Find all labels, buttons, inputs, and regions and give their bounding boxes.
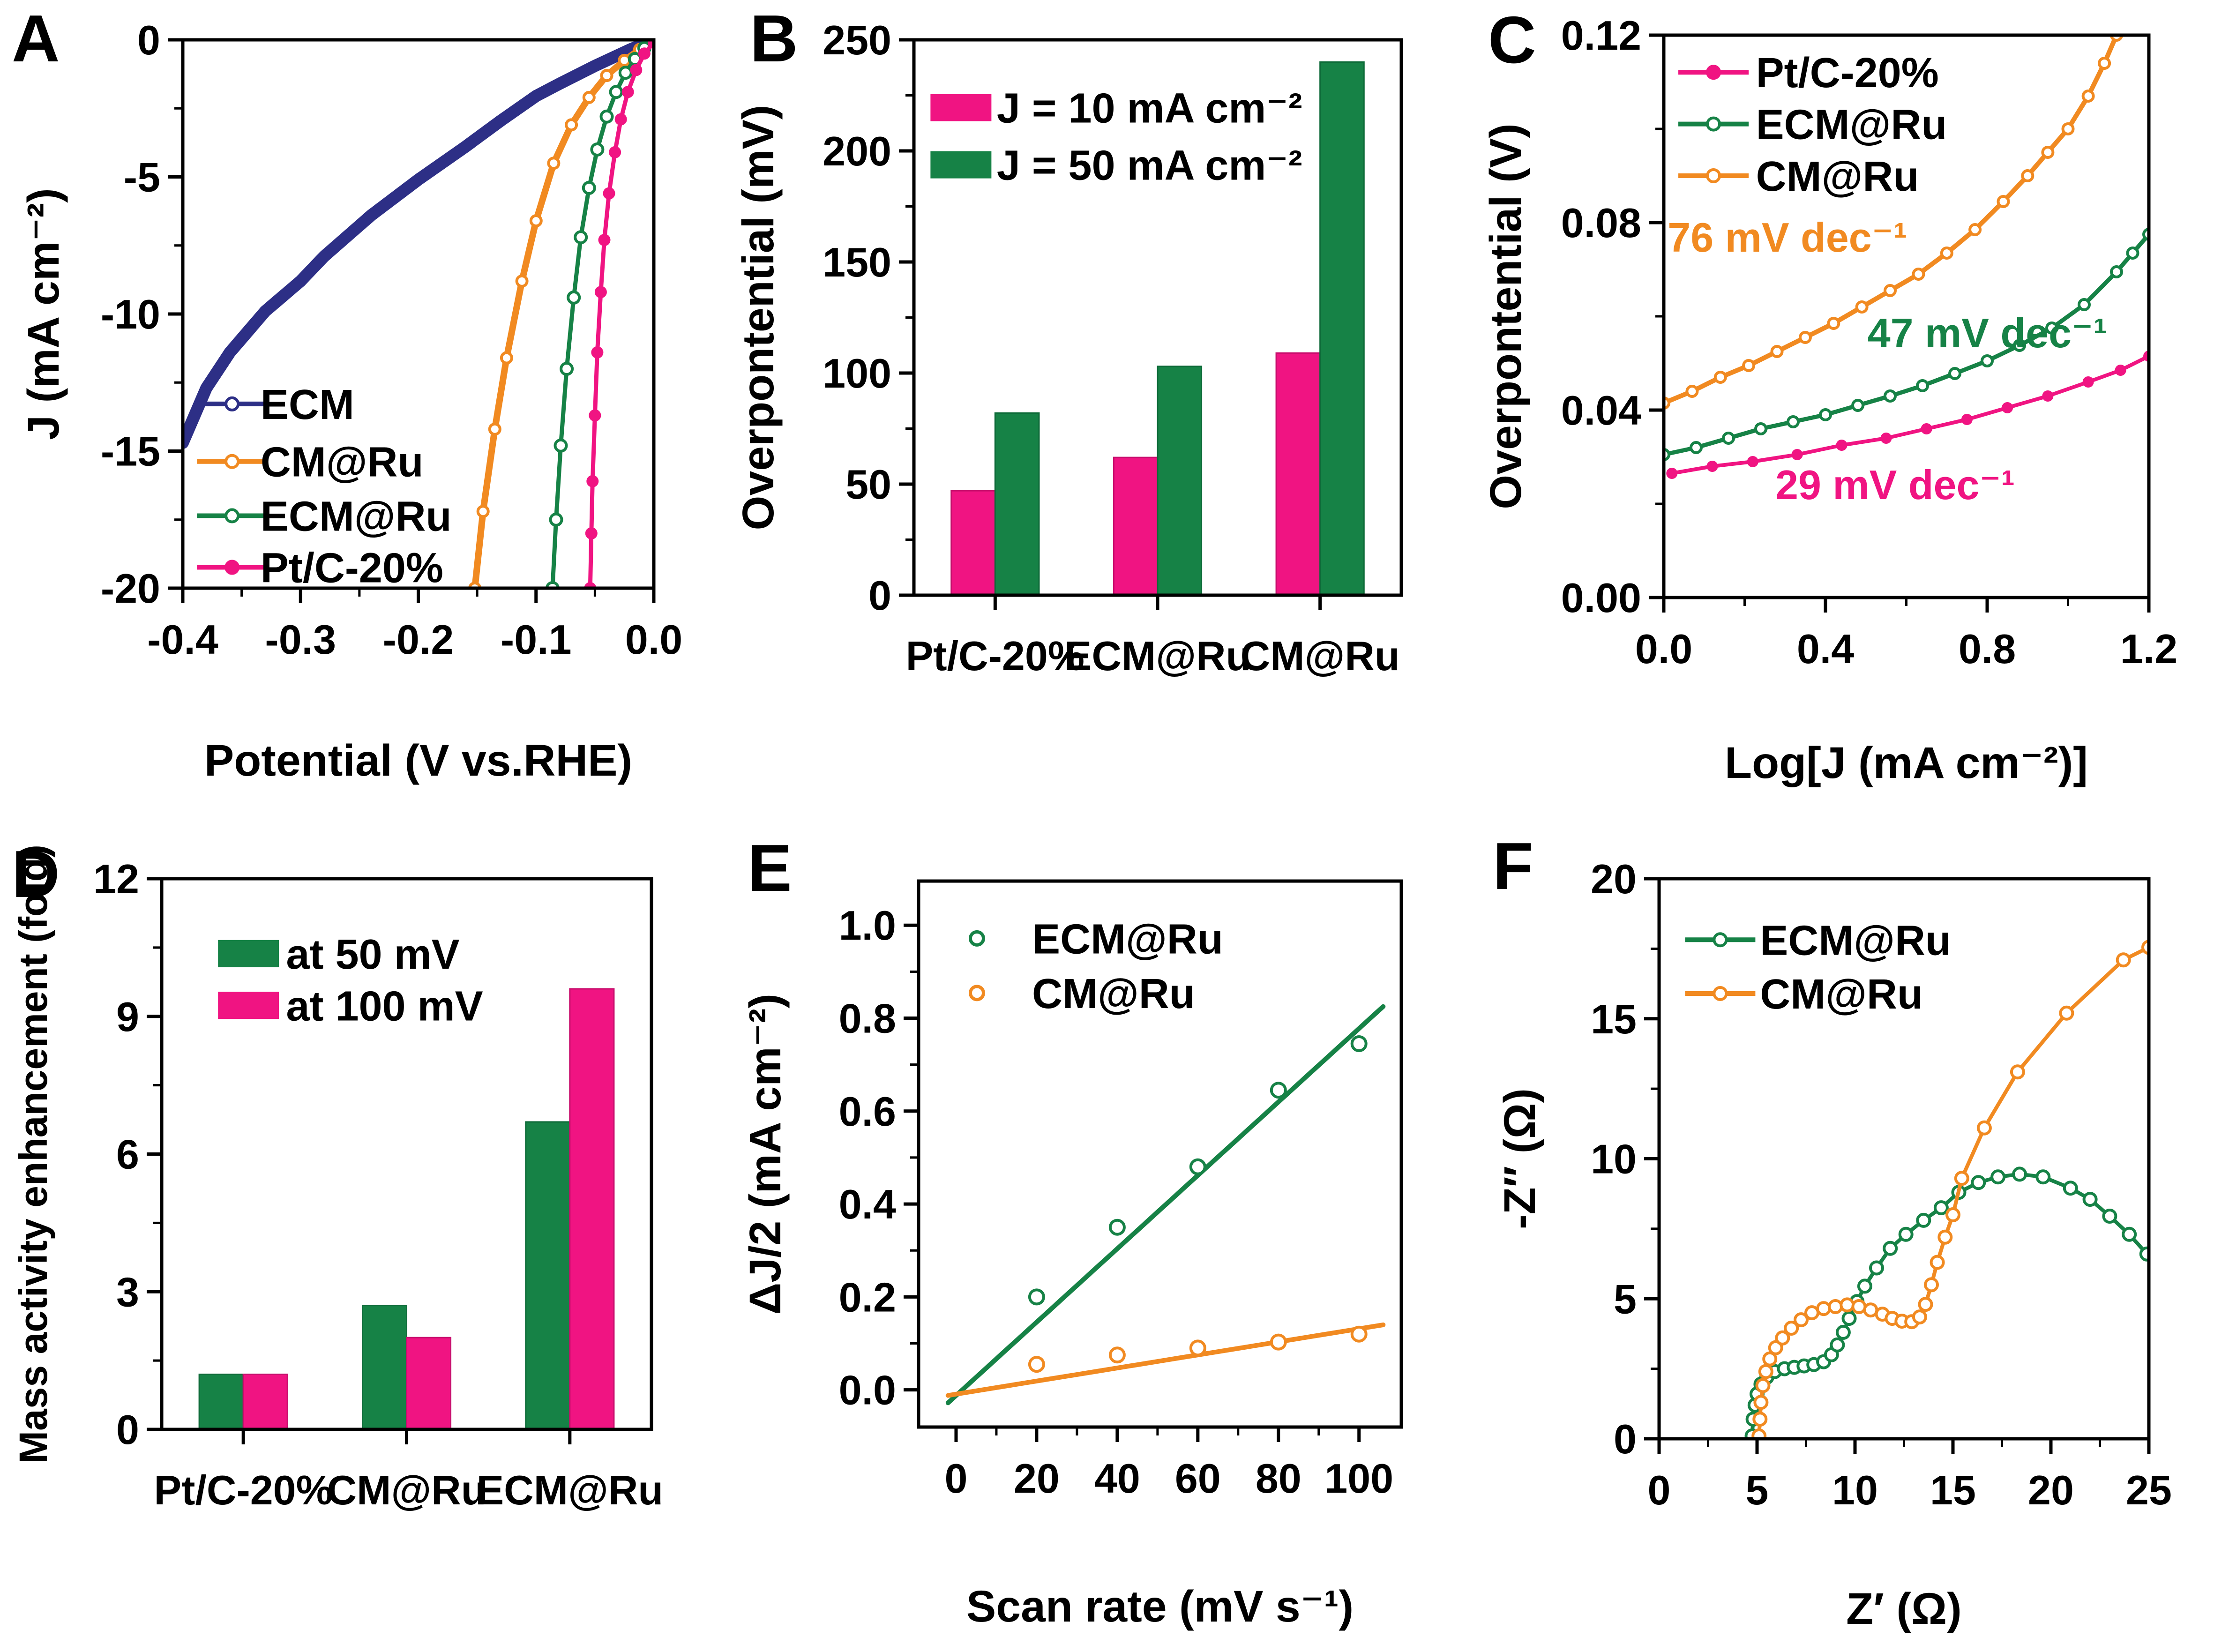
chart-f-nyquist-plot: 0 5 10 15 20 25 0 5 10 15 20 Z′ (Ω) -Z″ (Ω) ECM@Ru CM@… <box>1495 856 2172 1634</box>
svg-text:0.4: 0.4 <box>1797 626 1854 672</box>
svg-text:Pt/C-20%: Pt/C-20% <box>261 545 443 592</box>
panel-label-e: E <box>748 831 792 905</box>
svg-text:9: 9 <box>116 994 139 1040</box>
svg-text:-Z″ (Ω): -Z″ (Ω) <box>1495 1088 1545 1229</box>
svg-text:0.08: 0.08 <box>1561 200 1641 246</box>
svg-text:Pt/C-20%: Pt/C-20% <box>906 633 1085 679</box>
svg-text:40: 40 <box>1094 1455 1140 1502</box>
svg-text:Pt/C-20%: Pt/C-20% <box>1756 50 1939 97</box>
svg-text:0.0: 0.0 <box>625 616 682 663</box>
svg-text:Scan rate (mV s⁻¹): Scan rate (mV s⁻¹) <box>966 1582 1354 1631</box>
svg-text:47 mV dec⁻¹: 47 mV dec⁻¹ <box>1868 310 2107 356</box>
svg-text:10: 10 <box>1832 1467 1878 1513</box>
svg-text:100: 100 <box>1324 1455 1393 1502</box>
svg-text:60: 60 <box>1175 1455 1221 1502</box>
svg-text:0.8: 0.8 <box>839 995 896 1041</box>
svg-text:CM@Ru: CM@Ru <box>1241 633 1400 679</box>
svg-text:ECM: ECM <box>261 381 354 428</box>
svg-text:50: 50 <box>845 461 891 508</box>
svg-text:CM@Ru: CM@Ru <box>261 439 424 486</box>
svg-text:12: 12 <box>93 856 139 902</box>
svg-text:20: 20 <box>1591 856 1637 902</box>
svg-text:80: 80 <box>1256 1455 1301 1502</box>
svg-text:0.12: 0.12 <box>1561 12 1641 59</box>
svg-text:J (mA cm⁻²): J (mA cm⁻²) <box>19 188 68 440</box>
svg-text:0: 0 <box>137 17 160 63</box>
panel-label-c: C <box>1488 3 1536 77</box>
svg-text:1.0: 1.0 <box>839 902 896 949</box>
svg-text:Mass activity enhancement (fol: Mass activity enhancement (fold) <box>11 845 55 1464</box>
svg-text:200: 200 <box>823 128 891 174</box>
svg-text:-10: -10 <box>101 291 160 337</box>
svg-text:-5: -5 <box>124 154 160 201</box>
svg-text:15: 15 <box>1930 1467 1976 1513</box>
panel-label-f: F <box>1493 829 1533 904</box>
svg-text:CM@Ru: CM@Ru <box>1032 971 1195 1017</box>
svg-text:0.2: 0.2 <box>839 1274 896 1320</box>
panel-label-d: D <box>12 837 60 912</box>
svg-text:6: 6 <box>116 1131 139 1178</box>
svg-text:0: 0 <box>944 1455 967 1502</box>
svg-text:-15: -15 <box>101 428 160 475</box>
svg-text:100: 100 <box>823 350 891 396</box>
svg-text:-0.1: -0.1 <box>501 616 572 663</box>
svg-text:250: 250 <box>823 17 891 63</box>
svg-text:10: 10 <box>1591 1136 1637 1182</box>
svg-text:Overpontential (mV): Overpontential (mV) <box>736 105 783 531</box>
svg-text:5: 5 <box>1614 1276 1637 1322</box>
svg-text:0.0: 0.0 <box>839 1367 896 1413</box>
svg-text:15: 15 <box>1591 996 1637 1042</box>
svg-text:J = 50 mA cm⁻²: J = 50 mA cm⁻² <box>997 142 1302 189</box>
svg-text:Z′ (Ω): Z′ (Ω) <box>1846 1584 1962 1634</box>
svg-text:0.4: 0.4 <box>839 1181 896 1227</box>
svg-text:0.00: 0.00 <box>1561 575 1641 621</box>
svg-text:Pt/C-20%: Pt/C-20% <box>154 1467 332 1513</box>
svg-text:at 100 mV: at 100 mV <box>286 983 483 1030</box>
svg-text:1.2: 1.2 <box>2120 626 2177 672</box>
svg-text:CM@Ru: CM@Ru <box>1760 971 1923 1018</box>
svg-text:25: 25 <box>2126 1467 2172 1513</box>
svg-text:0: 0 <box>1648 1467 1671 1513</box>
svg-text:Overpontential (V): Overpontential (V) <box>1481 123 1531 509</box>
svg-text:ΔJ/2 (mA cm⁻²): ΔJ/2 (mA cm⁻²) <box>740 994 790 1315</box>
svg-text:0: 0 <box>116 1406 139 1453</box>
svg-text:ECM@Ru: ECM@Ru <box>1032 916 1223 963</box>
chart-c-tafel-plots: 0.0 0.4 0.8 1.2 0.00 0.04 0.08 0.12 Log[J (mA cm… <box>1481 12 2177 788</box>
chart-e-double-layer-capacitance: 0 20 40 60 80 100 0.0 0.2 0.4 0.6 0.8 1.0 Scan rate … <box>740 879 1403 1631</box>
svg-text:29 mV dec⁻¹: 29 mV dec⁻¹ <box>1775 462 2015 508</box>
svg-text:ECM@Ru: ECM@Ru <box>1756 102 1947 149</box>
svg-text:-0.4: -0.4 <box>147 616 218 663</box>
panel-label-a: A <box>12 1 60 76</box>
svg-text:Potential (V vs.RHE): Potential (V vs.RHE) <box>204 736 632 785</box>
svg-text:ECM@Ru: ECM@Ru <box>1760 917 1951 964</box>
svg-text:20: 20 <box>2028 1467 2074 1513</box>
svg-text:20: 20 <box>1014 1455 1060 1502</box>
svg-text:3: 3 <box>116 1269 139 1315</box>
svg-text:ECM@Ru: ECM@Ru <box>1064 633 1251 679</box>
svg-text:0.04: 0.04 <box>1561 387 1641 434</box>
svg-text:Log[J (mA cm⁻²)]: Log[J (mA cm⁻²)] <box>1725 738 2088 788</box>
chart-a-polarization-curves: -0.4 -0.3 -0.2 -0.1 0.0 0 -5 -10 -15 -20 Potential… <box>19 17 682 785</box>
svg-text:CM@Ru: CM@Ru <box>1756 153 1919 200</box>
svg-text:76 mV dec⁻¹: 76 mV dec⁻¹ <box>1668 214 1907 261</box>
svg-text:0: 0 <box>868 572 891 619</box>
svg-text:J = 10 mA cm⁻²: J = 10 mA cm⁻² <box>997 85 1302 132</box>
svg-text:ECM@Ru: ECM@Ru <box>261 493 452 540</box>
svg-text:-0.3: -0.3 <box>265 616 336 663</box>
svg-text:0.8: 0.8 <box>1959 626 2016 672</box>
svg-text:150: 150 <box>823 239 891 285</box>
panel-label-b: B <box>750 1 798 76</box>
svg-text:-20: -20 <box>101 565 160 612</box>
svg-text:-0.2: -0.2 <box>383 616 454 663</box>
svg-text:0.0: 0.0 <box>1635 626 1692 672</box>
svg-text:5: 5 <box>1746 1467 1769 1513</box>
svg-text:ECM@Ru: ECM@Ru <box>476 1467 663 1513</box>
svg-text:CM@Ru: CM@Ru <box>327 1467 486 1513</box>
svg-text:0.6: 0.6 <box>839 1088 896 1135</box>
svg-text:0: 0 <box>1614 1416 1637 1462</box>
svg-text:at 50 mV: at 50 mV <box>286 931 459 978</box>
